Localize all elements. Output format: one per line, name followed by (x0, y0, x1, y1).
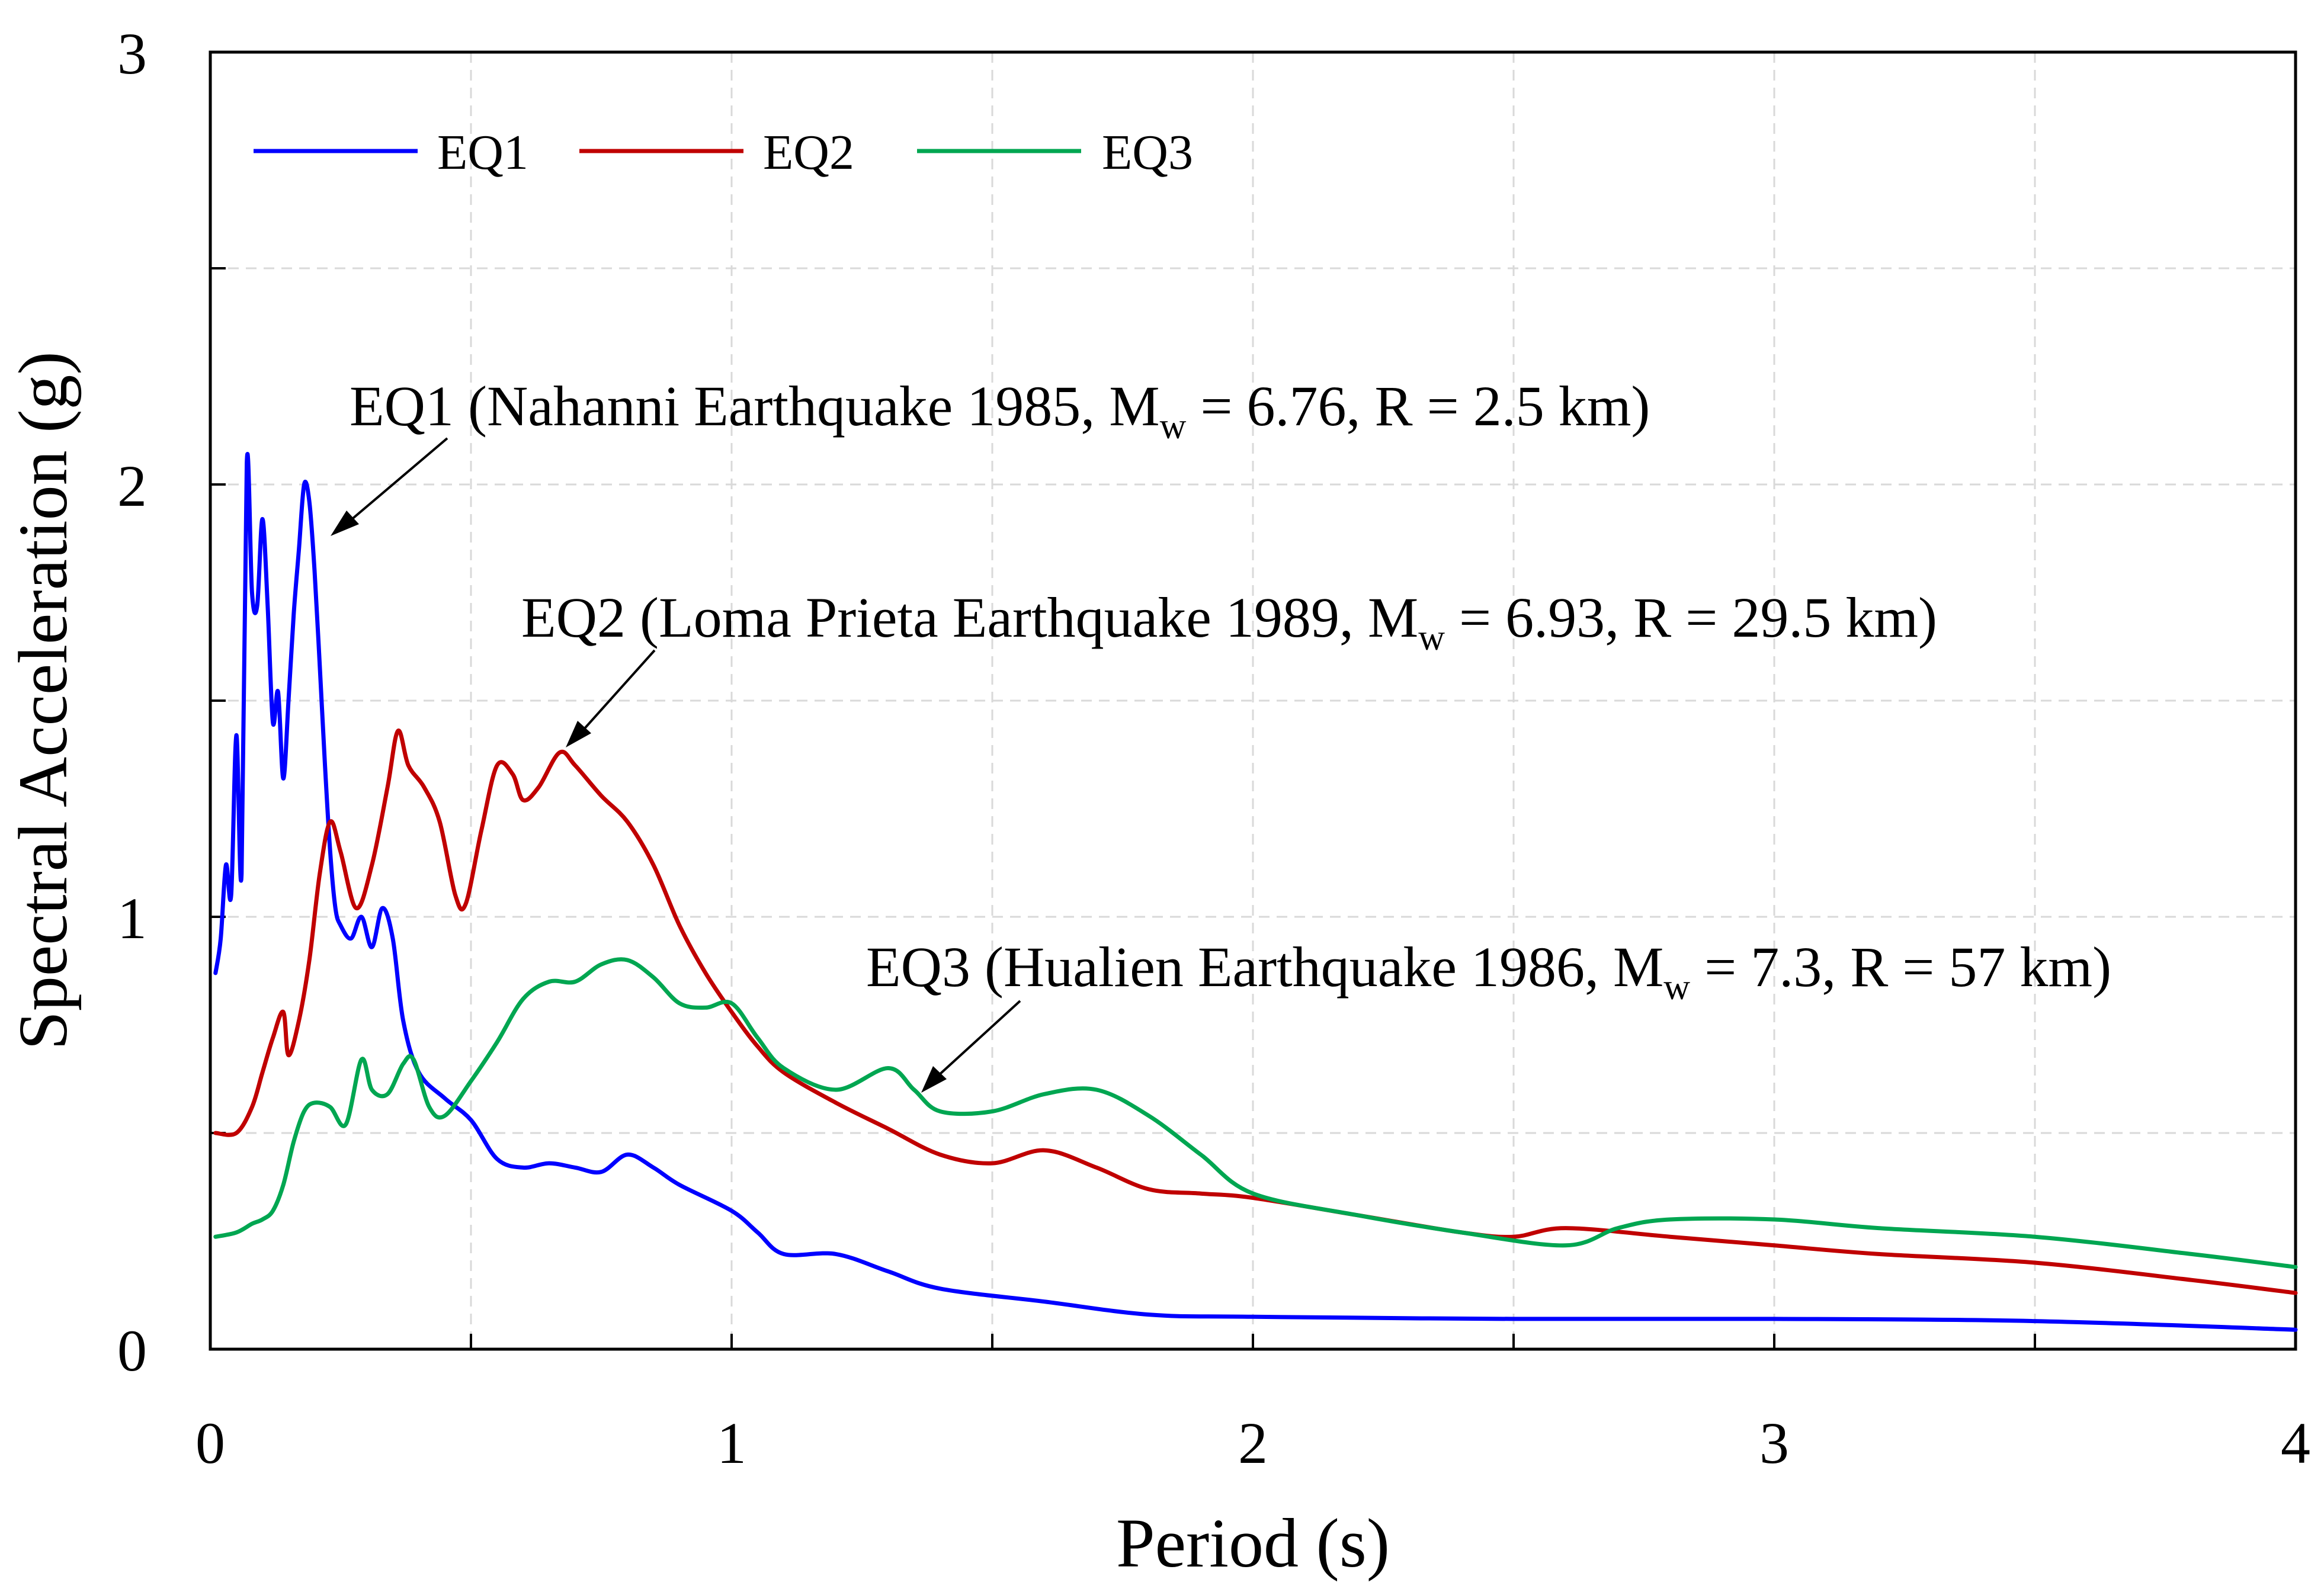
annotations: EQ1 (Nahanni Earthquake 1985, Mw = 6.76,… (331, 374, 2111, 1093)
y-tick-label: 2 (117, 453, 147, 519)
x-tick-label: 1 (717, 1410, 746, 1476)
y-tick-label: 0 (117, 1318, 147, 1384)
x-tick-label: 3 (1759, 1410, 1789, 1476)
annotation-arrowhead-eq1 (331, 511, 359, 536)
annotation-eq1: EQ1 (Nahanni Earthquake 1985, Mw = 6.76,… (350, 374, 1650, 447)
series-line-eq2 (213, 728, 2298, 1295)
legend-label-eq3: EQ3 (1102, 125, 1193, 180)
series-line-eq3 (213, 957, 2298, 1269)
series-line-eq1 (213, 452, 2298, 1332)
y-tick-label: 1 (117, 885, 147, 951)
y-axis-title: Spectral Acceleration (g) (4, 351, 82, 1049)
legend-label-eq2: EQ2 (763, 125, 854, 180)
x-tick-label: 0 (195, 1410, 225, 1476)
annotation-arrowhead-eq3 (921, 1066, 947, 1093)
annotation-arrow-eq2 (582, 649, 656, 731)
annotation-arrow-eq3 (938, 1000, 1021, 1076)
legend: EQ1 EQ2 EQ3 (254, 125, 1193, 180)
annotation-arrowhead-eq2 (566, 721, 591, 747)
annotation-eq3: EQ3 (Hualien Earthquake 1986, Mw = 7.3, … (866, 935, 2111, 1007)
x-tick-label: 4 (2281, 1410, 2310, 1476)
legend-label-eq1: EQ1 (437, 125, 528, 180)
annotation-eq2: EQ2 (Loma Prieta Earthquake 1989, Mw = 6… (521, 586, 1937, 658)
gridlines (210, 52, 2296, 1349)
axis-ticks (209, 51, 2297, 1350)
annotation-arrow-eq1 (348, 437, 448, 522)
x-tick-labels: 0 1 2 3 4 (195, 1410, 2310, 1476)
x-axis-title: Period (s) (1116, 1504, 1390, 1582)
y-tick-labels: 0 1 2 3 (117, 21, 147, 1384)
y-tick-label: 3 (117, 21, 147, 86)
x-tick-label: 2 (1238, 1410, 1268, 1476)
data-series (213, 452, 2298, 1332)
